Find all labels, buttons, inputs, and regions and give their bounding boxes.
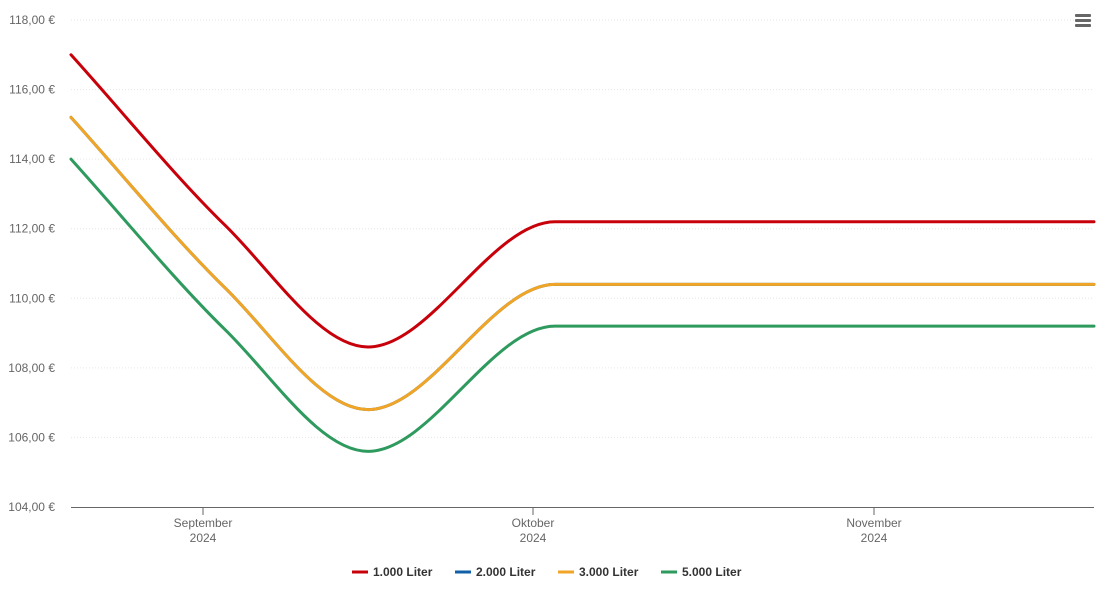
- y-tick-label: 106,00 €: [8, 430, 55, 444]
- x-tick-label-month: September: [174, 516, 233, 530]
- x-tick-label-year: 2024: [520, 531, 547, 545]
- x-tick-label-year: 2024: [190, 531, 217, 545]
- grid-lines: [71, 19, 1094, 438]
- legend-label: 1.000 Liter: [373, 565, 433, 579]
- y-tick-label: 118,00 €: [9, 13, 55, 27]
- y-tick-label: 114,00 €: [9, 152, 55, 166]
- series-line-2[interactable]: [69, 115, 1096, 412]
- legend-item-1[interactable]: 1.000 Liter: [352, 565, 433, 579]
- y-tick-label: 116,00 €: [9, 83, 55, 97]
- series-lines: [69, 53, 1096, 453]
- series-line-3[interactable]: [69, 115, 1096, 412]
- legend[interactable]: 1.000 Liter 2.000 Liter 3.000 Liter 5.000 L…: [352, 565, 742, 579]
- legend-label: 5.000 Liter: [682, 565, 742, 579]
- series-line-4[interactable]: [69, 157, 1096, 453]
- y-tick-label: 112,00 €: [9, 222, 55, 236]
- y-tick-label: 110,00 €: [9, 291, 55, 305]
- hamburger-menu-icon[interactable]: [1070, 8, 1096, 34]
- legend-label: 2.000 Liter: [476, 565, 536, 579]
- x-tick-label-year: 2024: [861, 531, 888, 545]
- series-line-1[interactable]: [69, 53, 1096, 349]
- legend-item-3[interactable]: 3.000 Liter: [558, 565, 639, 579]
- y-axis: 104,00 € 106,00 € 108,00 € 110,00 € 112,00 €…: [8, 13, 55, 514]
- y-tick-label: 104,00 €: [8, 500, 55, 514]
- x-tick-label-month: Oktober: [512, 516, 555, 530]
- y-tick-label: 108,00 €: [8, 361, 55, 375]
- legend-item-2[interactable]: 2.000 Liter: [455, 565, 536, 579]
- legend-item-4[interactable]: 5.000 Liter: [661, 565, 742, 579]
- x-tick-label-month: November: [846, 516, 901, 530]
- legend-label: 3.000 Liter: [579, 565, 639, 579]
